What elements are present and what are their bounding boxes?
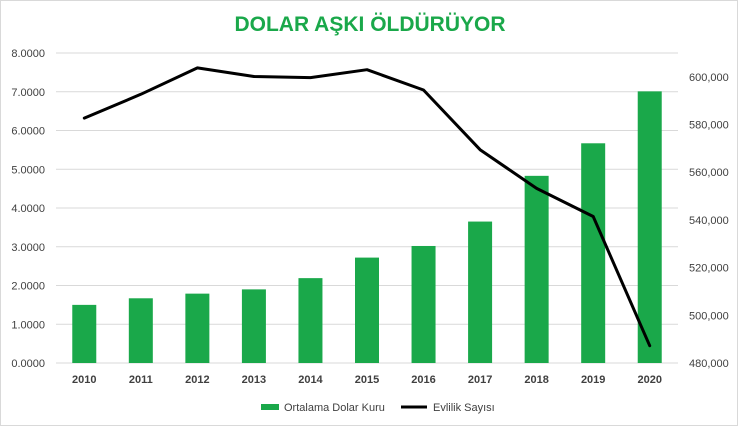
gridlines — [56, 52, 678, 364]
x-tick-label: 2020 — [637, 374, 661, 386]
bar — [241, 289, 266, 363]
bar — [185, 293, 210, 363]
legend-label-bars: Ortalama Dolar Kuru — [284, 402, 385, 414]
right-tick-label: 560,000 — [689, 167, 729, 179]
x-tick-label: 2010 — [72, 374, 96, 386]
x-tick-label: 2017 — [468, 374, 492, 386]
x-tick-label: 2014 — [298, 374, 323, 386]
bar — [298, 278, 323, 363]
right-tick-label: 600,000 — [689, 72, 729, 84]
left-tick-label: 7.0000 — [11, 87, 45, 99]
x-tick-label: 2011 — [129, 374, 153, 386]
right-tick-label: 580,000 — [689, 120, 729, 132]
bar — [128, 298, 153, 363]
x-tick-label: 2016 — [411, 374, 435, 386]
bar — [637, 91, 662, 364]
left-tick-label: 6.0000 — [11, 126, 45, 138]
x-tick-label: 2019 — [581, 374, 605, 386]
right-tick-label: 500,000 — [689, 310, 729, 322]
left-tick-label: 8.0000 — [11, 48, 45, 60]
legend-swatch-bars — [261, 404, 279, 410]
legend: Ortalama Dolar Kuru Evlilik Sayısı — [261, 402, 495, 414]
bar-series — [72, 91, 662, 364]
x-tick-label: 2018 — [524, 374, 548, 386]
x-axis: 2010 2011 2012 2013 2014 2015 2016 2017 2018 2019… — [72, 374, 662, 386]
bar — [355, 257, 379, 363]
series-line — [82, 66, 652, 348]
left-tick-label: 5.0000 — [11, 164, 45, 176]
left-axis: 0.0000 1.0000 2.0000 3.0000 4.0000 5.0000 6.00… — [11, 48, 45, 370]
line-series — [82, 66, 652, 348]
left-tick-label: 0.0000 — [11, 358, 45, 370]
bar — [581, 143, 606, 363]
left-tick-label: 4.0000 — [11, 203, 45, 215]
chart-title: DOLAR AŞKI ÖLDÜRÜYOR — [234, 13, 505, 36]
x-tick-label: 2015 — [355, 374, 379, 386]
right-axis: 480,000 500,000 520,000 540,000 560,000 580,0… — [689, 72, 729, 370]
left-tick-label: 3.0000 — [11, 242, 45, 254]
left-tick-label: 1.0000 — [11, 319, 45, 331]
left-tick-label: 2.0000 — [11, 281, 45, 293]
legend-label-line: Evlilik Sayısı — [433, 402, 495, 414]
bar — [411, 245, 436, 363]
right-tick-label: 540,000 — [689, 215, 729, 227]
right-tick-label: 480,000 — [689, 358, 729, 370]
x-tick-label: 2013 — [242, 374, 266, 386]
right-tick-label: 520,000 — [689, 263, 729, 275]
bar — [72, 304, 97, 363]
bar — [524, 175, 549, 363]
x-tick-label: 2012 — [185, 374, 209, 386]
bar — [468, 221, 493, 363]
